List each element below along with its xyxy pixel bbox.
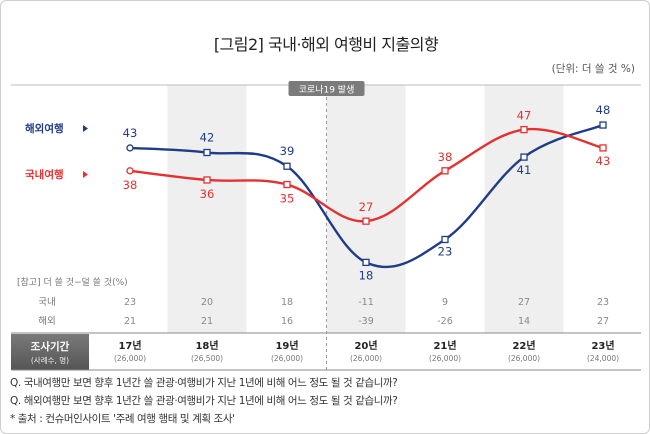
overseas-data-label: 18 [359,268,374,282]
overseas-data-label: 42 [200,131,215,145]
overseas-net-value: -39 [358,316,374,327]
shaded-column [167,85,247,333]
overseas-point [362,258,370,267]
year-label: 18년 [195,339,218,352]
year-label: 23년 [591,339,614,352]
domestic-point [283,180,291,189]
domestic-data-label: 38 [438,150,453,164]
overseas-point [441,235,449,244]
overseas-point [599,121,607,129]
domestic-net-value: 20 [201,297,213,308]
period-header-sub: (사례수, 명) [31,355,69,365]
overseas-data-label: 43 [123,126,138,140]
domestic-net-value: -11 [358,297,374,308]
year-label: 21년 [433,339,456,352]
period-header-label: 조사기간 [31,340,70,353]
year-label: 17년 [118,339,141,352]
sample-size-label: (24,000) [587,354,619,363]
overseas-legend-label: 해외여행 [25,122,64,135]
overseas-net-value: -26 [437,316,453,327]
overseas-net-value: 14 [518,316,530,327]
question-domestic: Q. 국내여행만 보면 향후 1년간 쓸 관광·여행비가 지난 1년에 비해 어… [10,377,398,389]
overseas-point [126,144,134,152]
row-label-overseas: 해외 [38,315,55,327]
overseas-point [203,148,211,157]
domestic-legend-arrow [83,171,88,178]
overseas-net-value: 16 [281,316,293,327]
domestic-point [599,144,607,152]
overseas-net-value: 27 [597,316,609,327]
domestic-point [126,167,134,175]
domestic-net-value: 23 [124,297,136,308]
domestic-point [362,217,370,225]
overseas-net-value: 21 [201,316,213,327]
sample-size-label: (26,500) [191,354,223,363]
domestic-point [441,167,449,175]
reference-caption: [참고] 더 쓸 것−덜 쓸 것(%) [17,276,128,288]
overseas-point [520,153,528,161]
domestic-net-value: 9 [442,297,448,308]
domestic-data-label: 38 [123,178,138,192]
year-label: 19년 [275,339,298,352]
overseas-net-value: 21 [124,316,136,327]
unit-label: (단위: 더 쓸 것 %) [551,63,635,75]
source-note: * 출처 : 컨슈머인사이트 '주례 여행 행태 및 계획 조사' [10,413,235,425]
sample-size-label: (26,000) [350,354,382,363]
overseas-legend-arrow [83,125,88,132]
overseas-point [283,162,291,170]
sample-size-label: (26,000) [429,354,461,363]
domestic-net-value: 27 [518,297,530,308]
domestic-net-value: 23 [597,297,609,308]
question-overseas: Q. 해외여행만 보면 향후 1년간 쓸 관광·여행비가 지난 1년에 비해 어… [10,395,398,407]
domestic-data-label: 36 [200,187,215,201]
overseas-data-label: 41 [517,163,532,177]
period-header-cell [11,334,89,370]
domestic-data-label: 35 [280,192,295,206]
shaded-column [326,85,406,333]
domestic-net-value: 18 [281,297,293,308]
row-label-domestic: 국내 [38,297,55,308]
overseas-data-label: 48 [596,103,611,117]
domestic-data-label: 27 [359,200,374,214]
domestic-legend-label: 국내여행 [25,168,64,181]
overseas-data-label: 23 [438,244,453,258]
year-label: 20년 [354,339,377,352]
year-label: 22년 [512,339,535,352]
domestic-data-label: 47 [517,109,532,123]
domestic-data-label: 43 [596,154,611,168]
covid-badge [288,81,365,96]
covid-label: 코로나19 발생 [299,85,355,96]
overseas-data-label: 39 [280,144,295,158]
domestic-point [203,176,211,184]
sample-size-label: (26,000) [271,354,303,363]
sample-size-label: (26,000) [508,354,540,363]
chart-title: [그림2] 국내·해외 여행비 지출의향 [213,35,439,54]
domestic-point [520,125,528,134]
sample-size-label: (26,000) [114,354,146,363]
